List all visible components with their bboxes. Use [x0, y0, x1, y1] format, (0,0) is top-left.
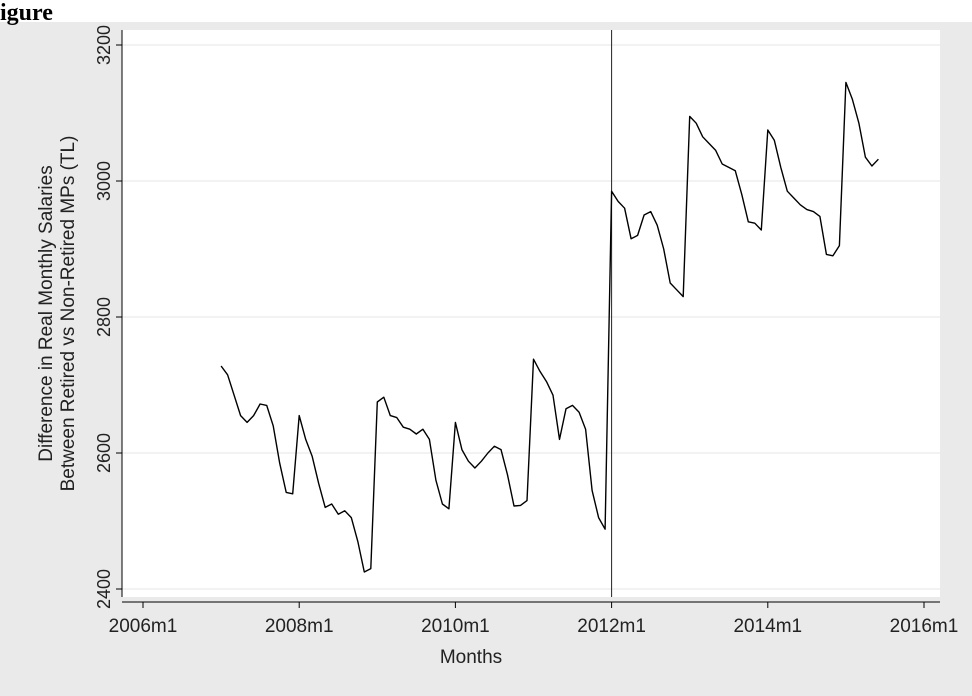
y-tick-label-2400: 2400 — [94, 569, 114, 609]
x-tick-label-2008m1: 2008m1 — [265, 616, 334, 637]
plot-area — [122, 30, 940, 597]
x-axis-title: Months — [440, 647, 502, 668]
figure-label: igure — [0, 0, 53, 26]
grid-layer — [122, 44, 940, 590]
y-axis-title-line-2: Between Retired vs Non-Retired MPs (TL) — [58, 136, 79, 492]
y-axis-title-line-1: Difference in Real Monthly Salaries — [36, 165, 57, 461]
x-tick-label-2006m1: 2006m1 — [109, 616, 178, 637]
x-tick-label-2016m1: 2016m1 — [890, 616, 959, 637]
x-tick-label-2010m1: 2010m1 — [421, 616, 490, 637]
y-tick-label-3000: 3000 — [94, 161, 114, 201]
y-tick-label-2600: 2600 — [94, 433, 114, 473]
series-line — [220, 81, 879, 573]
x-tick-label-2012m1: 2012m1 — [577, 616, 646, 637]
x-tick-label-2014m1: 2014m1 — [733, 616, 802, 637]
axis-layer: 2400 2600 2800 3000 3200 2006m1 2008m1 2010m1 20… — [94, 25, 958, 637]
y-tick-label-3200: 3200 — [94, 25, 114, 65]
y-tick-label-2800: 2800 — [94, 297, 114, 337]
